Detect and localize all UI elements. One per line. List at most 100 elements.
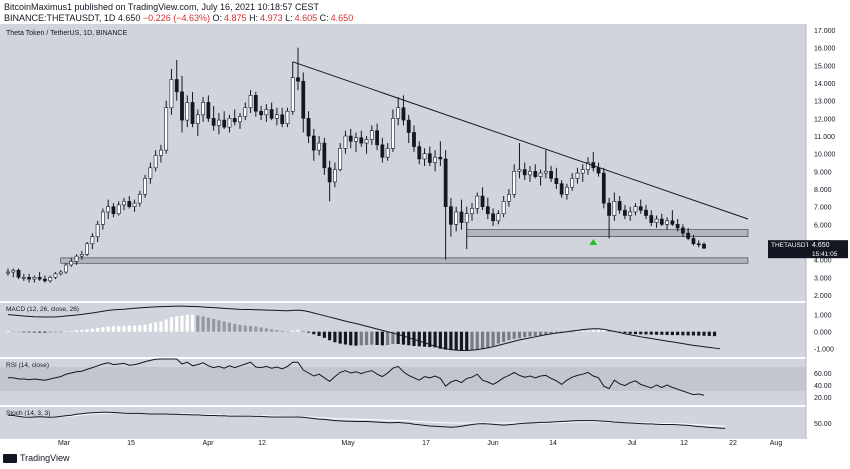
candle [111,203,116,218]
macd-histogram-bar [349,331,353,346]
candle-body [633,206,638,213]
candle [322,137,327,175]
macd-histogram-bar [111,326,116,332]
macd-histogram-bar [670,331,674,336]
candle [90,233,95,250]
candle-body [681,227,685,234]
candle [137,190,142,207]
macd-histogram-bar [454,331,458,351]
candle [565,183,569,200]
macd-histogram-bar [444,331,448,350]
macd-histogram-bar [359,331,363,346]
x-tick-label: May [341,440,355,447]
low-value: 4.605 [294,13,318,23]
price-tick-label: 10.000 [814,152,836,159]
macd-histogram-bar [148,323,152,332]
candle-body [32,277,37,280]
candle [285,107,290,128]
candle-body [427,153,432,163]
candle-body [491,213,495,222]
macd-histogram-bar [480,331,485,349]
price-tick-label: 15.000 [814,63,836,70]
macd-histogram-bar [507,331,511,341]
macd-histogram-bar [101,327,105,332]
candle-body [623,209,627,216]
last-price-value: 4.650 [812,242,830,249]
macd-histogram-bar [96,327,100,332]
x-tick-label: 22 [729,440,737,447]
candle-body [238,116,242,123]
macd-histogram-bar [32,331,36,333]
macd-histogram-bar [523,331,527,338]
chart-title: Theta Token / TetherUS, 1D, BINANCE [6,30,127,37]
macd-histogram-bar [433,331,437,348]
candle-body [58,271,63,275]
pane-bg-1 [0,303,806,357]
candle-body [575,172,580,179]
macd-histogram-bar [407,331,411,346]
macd-histogram-bar [533,331,537,336]
macd-histogram-bar [201,316,205,332]
macd-histogram-bar [159,321,163,332]
macd-histogram-bar [254,326,258,332]
candle [580,164,585,182]
candle-body [227,118,232,128]
macd-histogram-bar [175,316,179,332]
macd-histogram-bar [602,330,606,332]
macd-histogram-bar [391,331,395,344]
price-tick-label: 8.000 [814,187,832,194]
candle [617,196,622,214]
candle-body [617,201,622,211]
macd-histogram-bar [322,331,326,338]
macd-histogram-bar [338,331,342,344]
price-tick-label: 14.000 [814,81,836,88]
rsi-tick-label: 60.00 [814,371,832,378]
candle-body [264,109,269,116]
candle-body [369,130,374,140]
candle-body [338,148,343,170]
macd-histogram-bar [27,331,31,333]
price-tick-label: 17.000 [814,28,836,35]
candle [391,109,395,152]
macd-histogram-bar [422,331,427,347]
candle-body [391,118,395,149]
x-tick-label: 12 [258,440,266,447]
last-price-tag [808,240,848,259]
candle [559,180,564,198]
rsi-tick-label: 20.00 [814,395,832,402]
macd-histogram-bar [681,331,685,336]
candle [37,272,42,281]
candle [269,102,274,121]
candle-body [401,107,406,121]
price-tick-label: 11.000 [814,134,835,141]
candle-body [559,183,564,195]
candle [280,107,285,128]
candle [232,109,237,126]
macd-histogram-bar [238,324,242,332]
candle [338,143,343,172]
candle [480,187,485,211]
price-tick-label: 9.000 [814,169,832,176]
candle-body [206,102,211,119]
candle [406,114,411,144]
candle-body [464,213,469,223]
candle-body [522,169,527,176]
macd-histogram-bar [438,331,442,349]
macd-histogram-bar [275,330,279,332]
tradingview-logo-icon [3,453,17,463]
candle [348,128,353,149]
macd-histogram-bar [486,331,490,348]
macd-histogram-bar [380,331,384,346]
candle-body [311,135,316,151]
macd-histogram-bar [117,326,121,332]
candle [385,143,390,161]
candle [306,111,311,144]
candle-body [438,156,443,160]
candle [570,173,575,191]
candle [290,61,295,115]
chart-area[interactable]: Theta Token / TetherUS, 1D, BINANCE MACD… [0,24,850,453]
candle [6,268,10,276]
candle-body [686,232,691,239]
candle [459,199,464,230]
candle [380,137,385,163]
